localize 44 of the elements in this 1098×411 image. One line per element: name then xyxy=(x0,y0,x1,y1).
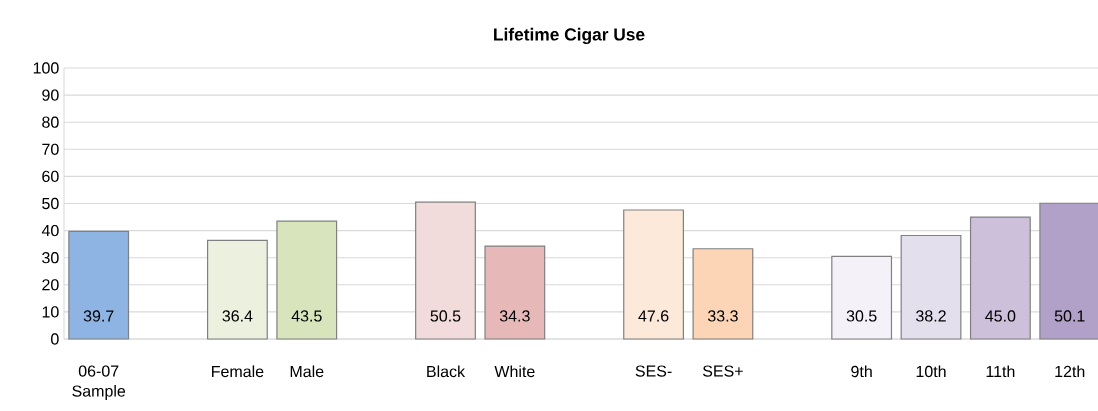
y-tick-label: 70 xyxy=(42,143,59,155)
x-tick-label: Male xyxy=(290,365,324,378)
data-label: 30.5 xyxy=(846,310,877,322)
chart-title: Lifetime Cigar Use xyxy=(494,27,645,45)
data-label: 38.2 xyxy=(916,310,946,322)
bar xyxy=(206,239,268,340)
data-label: 50.5 xyxy=(430,310,461,322)
data-label: 50.1 xyxy=(1054,310,1085,322)
y-tick-label: 40 xyxy=(41,224,59,237)
x-tick-label: 9th xyxy=(851,365,872,378)
y-tick-label: 90 xyxy=(42,89,59,101)
y-tick-label: 30 xyxy=(42,252,59,264)
bar xyxy=(276,220,338,340)
bar xyxy=(692,248,754,340)
data-label: 45.0 xyxy=(985,310,1016,322)
y-tick-label: 10 xyxy=(42,306,59,318)
x-tick-label: 10th xyxy=(916,365,946,378)
data-label: 36.4 xyxy=(222,310,253,322)
x-tick-label: 12th xyxy=(1055,365,1085,378)
bar xyxy=(484,245,546,340)
data-label: 33.3 xyxy=(707,310,738,322)
x-tick-label: Black xyxy=(427,365,466,378)
bar xyxy=(623,209,684,340)
bar xyxy=(831,255,893,340)
data-label: 43.5 xyxy=(291,310,322,322)
y-tick-label: 60 xyxy=(42,170,59,183)
bar xyxy=(415,201,476,340)
bar xyxy=(969,216,1031,340)
bar xyxy=(68,230,130,340)
data-label: 34.3 xyxy=(499,310,530,322)
y-tick-label: 100 xyxy=(33,62,59,74)
data-label: 47.6 xyxy=(638,310,669,322)
y-tick-label: 20 xyxy=(42,279,59,291)
data-label: 39.7 xyxy=(83,310,114,322)
x-tick-label: SES+ xyxy=(702,365,743,377)
x-tick-label: SES- xyxy=(635,365,672,377)
bar xyxy=(900,234,962,340)
x-tick-label: White xyxy=(494,365,535,378)
x-tick-label: Female xyxy=(212,365,264,378)
y-tick-label: 80 xyxy=(42,116,59,128)
y-tick-label: 50 xyxy=(42,197,59,210)
x-tick-label: 11th xyxy=(986,365,1015,378)
y-tick-label: 0 xyxy=(51,333,59,345)
x-tick-label: 06-07 Sample xyxy=(72,365,126,400)
